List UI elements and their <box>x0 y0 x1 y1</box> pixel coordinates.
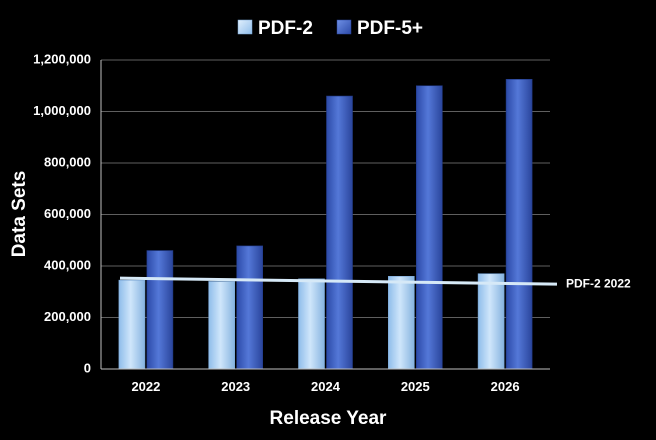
bar-pdf-2-2025[interactable] <box>387 275 415 370</box>
bar-pdf-2-2023[interactable] <box>208 281 235 370</box>
bar-pdf-5plus-2026[interactable] <box>505 79 533 370</box>
gridlines <box>101 59 550 318</box>
x-tick-label: 2022 <box>131 379 160 394</box>
reference-line-label: PDF-2 2022 <box>566 276 631 290</box>
bar-pdf-2-2024[interactable] <box>298 278 325 370</box>
bar-pdf-5plus-2025[interactable] <box>415 85 443 370</box>
y-tick-label: 600,000 <box>44 206 91 221</box>
y-axis-title: Data Sets <box>9 171 30 258</box>
bar-pdf-5plus-2022[interactable] <box>146 250 174 370</box>
y-tick-labels: 0 200,000 400,000 600,000 800,000 1,000,000 1,… <box>33 51 91 375</box>
y-tick-label: 0 <box>84 360 91 375</box>
x-axis-title: Release Year <box>270 408 388 429</box>
legend-swatch-pdf-2 <box>237 19 253 35</box>
x-tick-label: 2026 <box>491 379 520 394</box>
legend-item-pdf-2[interactable]: PDF-2 <box>237 18 313 39</box>
x-tick-label: 2024 <box>311 379 341 394</box>
legend-item-pdf-5plus[interactable]: PDF-5+ <box>336 18 423 39</box>
y-tick-label: 400,000 <box>44 257 91 272</box>
legend-label-pdf-5plus: PDF-5+ <box>357 18 423 39</box>
bar-pdf-5plus-2024[interactable] <box>326 95 353 370</box>
legend-label-pdf-2: PDF-2 <box>258 18 313 39</box>
legend: PDF-2 PDF-5+ <box>237 18 423 39</box>
bar-pdf-5plus-2023[interactable] <box>236 245 263 370</box>
bar-pdf-2-2022[interactable] <box>118 279 146 370</box>
pdf2-2022-reference-line <box>119 276 558 286</box>
y-tick-label: 1,200,000 <box>33 51 91 66</box>
bars <box>118 79 533 370</box>
y-tick-label: 200,000 <box>44 309 91 324</box>
bar-pdf-2-2026[interactable] <box>477 273 505 370</box>
x-tick-label: 2025 <box>401 379 430 394</box>
legend-swatch-pdf-5plus <box>336 19 352 35</box>
y-tick-label: 1,000,000 <box>33 103 91 118</box>
x-tick-label: 2023 <box>221 379 250 394</box>
x-tick-labels: 2022 2023 2024 2025 2026 <box>131 379 519 394</box>
y-tick-label: 800,000 <box>44 154 91 169</box>
